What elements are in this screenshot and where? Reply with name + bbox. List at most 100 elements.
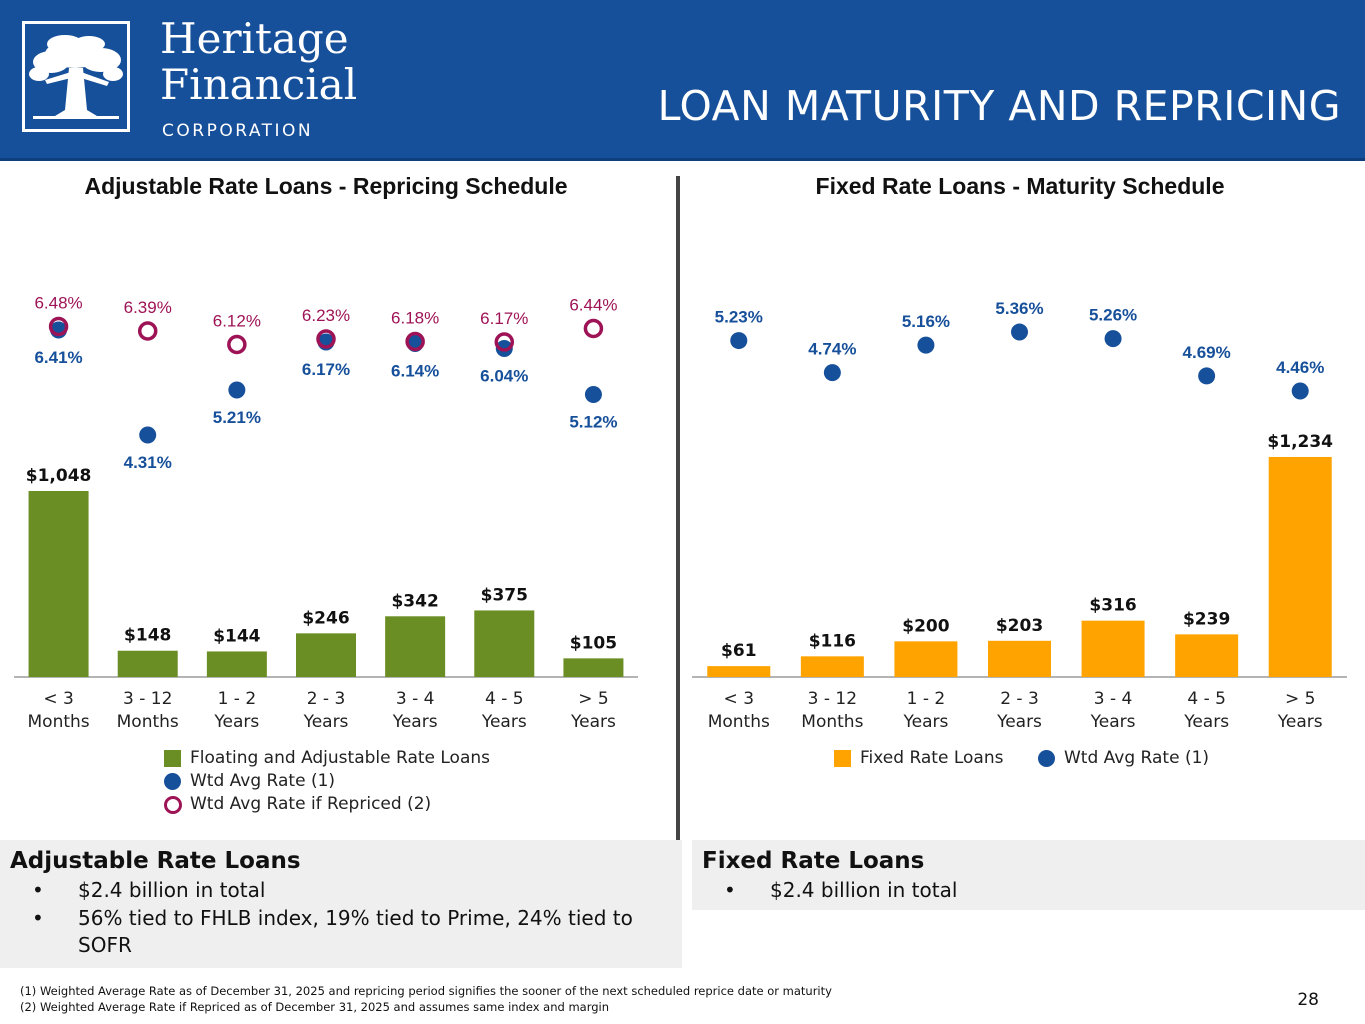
bar-value-label: $1,048 (26, 466, 92, 486)
footnote-2: (2) Weighted Average Rate if Repriced as… (20, 1000, 610, 1014)
repriced-rate-ring (316, 329, 336, 349)
legend-swatch-ring (164, 796, 182, 814)
rate-dot (917, 336, 935, 354)
x-tick-label: Years (570, 712, 616, 732)
header-banner: Heritage Financial CORPORATION LOAN MATU… (0, 0, 1365, 160)
rate-dot (1011, 323, 1028, 341)
bar-value-label: $246 (302, 608, 349, 628)
repriced-rate-label: 6.12% (213, 312, 261, 331)
adjustable-rate-chart: $1,048 < 3 Months 6.48% 6.41% $148 3 - 12 Month… (14, 294, 638, 732)
legend-swatch-green (164, 750, 181, 767)
x-tick-label: Months (28, 712, 90, 732)
repriced-rate-label: 6.39% (124, 298, 172, 317)
bar-value-label: $316 (1089, 596, 1136, 616)
bar-value-label: $200 (902, 616, 949, 636)
adjustable-heading: Adjustable Rate Loans (10, 848, 301, 874)
rate-label: 4.46% (1276, 358, 1324, 377)
x-tick-label: 4 - 5 (485, 689, 524, 709)
header-divider (0, 158, 1365, 161)
bullet-icon: • (32, 906, 44, 930)
repriced-rate-label: 6.48% (34, 294, 82, 313)
brand-line-1: Heritage (160, 14, 349, 63)
x-tick-label: 4 - 5 (1187, 689, 1226, 709)
rate-label: 6.04% (480, 367, 528, 386)
repriced-rate-label: 6.18% (391, 309, 439, 328)
vertical-divider (676, 176, 680, 956)
rate-dot (730, 332, 748, 350)
bullet-text: $2.4 billion in total (770, 878, 958, 902)
x-tick-label: < 3 (724, 689, 754, 709)
x-tick-label: < 3 (43, 689, 73, 709)
repriced-rate-label: 6.17% (480, 309, 528, 328)
legend-swatch-blue-dot (1038, 750, 1055, 767)
bar (296, 633, 356, 677)
bar (206, 651, 267, 677)
rate-label: 6.17% (302, 360, 350, 379)
x-tick-label: 3 - 12 (123, 689, 172, 709)
rate-label: 6.14% (391, 362, 439, 381)
repriced-rate-ring (137, 321, 158, 341)
x-tick-label: Months (708, 712, 770, 732)
x-tick-label: Years (392, 712, 438, 732)
page-number: 28 (1297, 990, 1319, 1010)
brand-line-2: Financial (160, 60, 358, 109)
legend-swatch-orange (834, 750, 851, 767)
x-tick-label: Years (1183, 712, 1229, 732)
legend-label: Wtd Avg Rate if Repriced (2) (190, 794, 432, 814)
x-tick-label: > 5 (1285, 689, 1315, 709)
x-tick-label: Years (213, 712, 259, 732)
bar (1081, 620, 1145, 677)
rate-label: 4.74% (808, 340, 856, 359)
x-tick-label: > 5 (578, 689, 608, 709)
rate-label: 5.21% (213, 408, 261, 427)
company-logo (22, 21, 130, 132)
x-tick-label: Months (801, 712, 863, 732)
bullet-icon: • (32, 878, 44, 902)
x-tick-label: Years (303, 712, 349, 732)
bar (1268, 456, 1332, 677)
brand-corporation: CORPORATION (162, 121, 314, 141)
x-tick-label: Years (996, 712, 1042, 732)
bar-value-label: $144 (213, 626, 260, 646)
bar (563, 658, 624, 677)
x-tick-label: 2 - 3 (307, 689, 346, 709)
bar (474, 610, 535, 677)
x-tick-label: 3 - 4 (1094, 689, 1133, 709)
rate-label: 5.36% (995, 299, 1043, 318)
repriced-rate-ring (494, 332, 515, 352)
bar-value-label: $203 (996, 616, 1043, 636)
bar (117, 650, 178, 677)
x-tick-label: 2 - 3 (1000, 689, 1039, 709)
rate-dot (139, 426, 157, 444)
rate-dot (823, 364, 841, 382)
bar (800, 656, 864, 677)
bar (894, 641, 958, 677)
x-tick-label: Months (117, 712, 179, 732)
fixed-summary-box: Fixed Rate Loans • $2.4 billion in total (692, 840, 1365, 910)
x-tick-label: 3 - 4 (396, 689, 435, 709)
x-tick-label: Years (481, 712, 527, 732)
bar-value-label: $61 (721, 641, 757, 661)
rate-label: 4.69% (1183, 343, 1231, 362)
left-chart-title: Adjustable Rate Loans - Repricing Schedu… (84, 173, 568, 199)
bullet-text: 56% tied to FHLB index, 19% tied to Prim… (78, 906, 633, 930)
bar-value-label: $239 (1183, 609, 1230, 629)
bar-value-label: $375 (481, 585, 528, 605)
right-chart-title: Fixed Rate Loans - Maturity Schedule (815, 173, 1225, 199)
rate-label: 5.23% (715, 308, 763, 327)
repriced-rate-label: 6.44% (569, 296, 617, 315)
oak-tree-icon (29, 35, 123, 119)
repriced-rate-label: 6.23% (302, 306, 350, 325)
repriced-rate-ring (48, 316, 69, 337)
rate-label: 5.12% (569, 413, 617, 432)
repriced-rate-ring (405, 331, 425, 352)
rate-dot (1104, 330, 1122, 348)
bar (28, 490, 89, 677)
bar-value-label: $1,234 (1267, 432, 1333, 452)
rate-dot (228, 381, 246, 399)
x-tick-label: 3 - 12 (808, 689, 857, 709)
bar (1175, 634, 1239, 677)
bar-value-label: $116 (809, 631, 856, 651)
legend-label: Floating and Adjustable Rate Loans (190, 748, 491, 768)
legend-label: Wtd Avg Rate (1) (190, 771, 336, 791)
